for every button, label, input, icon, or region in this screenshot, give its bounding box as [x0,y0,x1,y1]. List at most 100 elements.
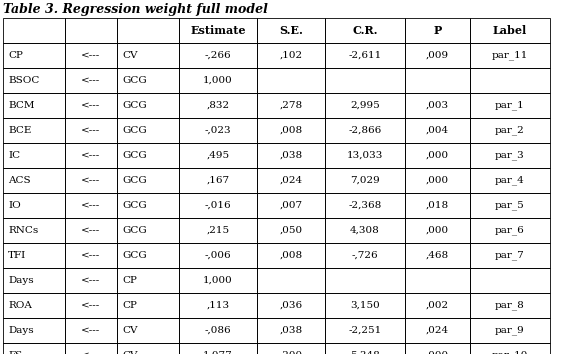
Bar [3,143,65,168]
Bar [179,268,257,293]
Text: TFI: TFI [8,251,26,260]
Bar [325,268,405,293]
Bar [65,318,117,343]
Bar [117,268,179,293]
Bar [3,343,65,354]
Text: GCG: GCG [122,151,147,160]
Bar [470,343,550,354]
Text: ,215: ,215 [206,226,229,235]
Bar [405,143,470,168]
Bar [470,18,550,43]
Bar [179,143,257,168]
Bar [405,93,470,118]
Text: Table 3. Regression weight full model: Table 3. Regression weight full model [3,3,268,16]
Bar [325,218,405,243]
Text: par_9: par_9 [495,326,525,335]
Text: ,000: ,000 [426,151,449,160]
Bar [3,218,65,243]
Text: CV: CV [122,326,137,335]
Text: par_1: par_1 [495,101,525,110]
Text: ,003: ,003 [426,101,449,110]
Bar [3,68,65,93]
Bar [117,18,179,43]
Text: ,024: ,024 [279,176,302,185]
Text: BCE: BCE [8,126,31,135]
Text: GCG: GCG [122,226,147,235]
Bar [3,118,65,143]
Text: ,495: ,495 [206,151,229,160]
Bar [117,43,179,68]
Text: IC: IC [8,151,20,160]
Bar [405,243,470,268]
Bar [3,268,65,293]
Text: Estimate: Estimate [190,25,246,36]
Text: -,006: -,006 [205,251,231,260]
Text: C.R.: C.R. [352,25,378,36]
Text: par_6: par_6 [495,225,525,235]
Text: 7,029: 7,029 [350,176,380,185]
Text: ,024: ,024 [426,326,449,335]
Text: CP: CP [122,301,137,310]
Text: ,018: ,018 [426,201,449,210]
Bar [65,293,117,318]
Bar [3,43,65,68]
Bar [257,118,325,143]
Text: par_3: par_3 [495,151,525,160]
Text: -,023: -,023 [205,126,231,135]
Text: <---: <--- [81,276,100,285]
Bar [65,268,117,293]
Bar [179,293,257,318]
Text: FS: FS [8,351,22,354]
Text: P: P [434,25,442,36]
Bar [117,318,179,343]
Text: GCG: GCG [122,176,147,185]
Bar [65,68,117,93]
Text: GCG: GCG [122,101,147,110]
Bar [257,318,325,343]
Text: ,278: ,278 [279,101,302,110]
Text: par_5: par_5 [495,201,525,210]
Bar [325,118,405,143]
Text: <---: <--- [81,151,100,160]
Bar [405,343,470,354]
Bar [3,293,65,318]
Text: <---: <--- [81,51,100,60]
Bar [117,193,179,218]
Bar [470,268,550,293]
Text: par_4: par_4 [495,176,525,185]
Bar [470,293,550,318]
Text: <---: <--- [81,301,100,310]
Bar [117,143,179,168]
Bar [65,168,117,193]
Bar [179,68,257,93]
Text: -,266: -,266 [205,51,231,60]
Bar [3,193,65,218]
Text: ,832: ,832 [206,101,229,110]
Text: ACS: ACS [8,176,31,185]
Bar [257,68,325,93]
Bar [405,218,470,243]
Text: 2,995: 2,995 [350,101,380,110]
Bar [470,118,550,143]
Bar [470,168,550,193]
Text: -2,611: -2,611 [348,51,381,60]
Bar [405,43,470,68]
Bar [257,43,325,68]
Bar [470,318,550,343]
Text: -2,251: -2,251 [348,326,381,335]
Text: <---: <--- [81,76,100,85]
Bar [117,118,179,143]
Bar [65,143,117,168]
Text: ,008: ,008 [279,126,302,135]
Text: -,016: -,016 [205,201,231,210]
Bar [3,93,65,118]
Text: <---: <--- [81,351,100,354]
Bar [257,18,325,43]
Text: Days: Days [8,276,34,285]
Bar [325,293,405,318]
Bar [405,193,470,218]
Bar [179,218,257,243]
Text: BCM: BCM [8,101,34,110]
Text: par_2: par_2 [495,126,525,135]
Bar [65,243,117,268]
